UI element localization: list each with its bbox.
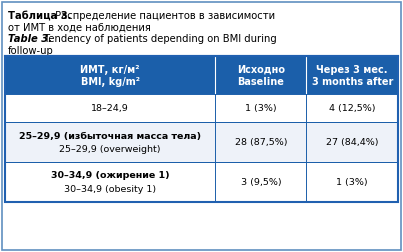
Text: Через 3 мес.: Через 3 мес. [316, 65, 388, 75]
Bar [5, 162, 398, 202]
Text: 25–29,9 (overweight): 25–29,9 (overweight) [59, 144, 161, 153]
Text: 18–24,9: 18–24,9 [91, 104, 129, 112]
Bar [5, 56, 398, 202]
Text: 3 months after: 3 months after [312, 77, 393, 87]
Text: follow-up: follow-up [8, 46, 54, 56]
Text: Tendency of patients depending on BMI during: Tendency of patients depending on BMI du… [41, 34, 277, 44]
Text: Baseline: Baseline [237, 77, 284, 87]
Text: 27 (84,4%): 27 (84,4%) [326, 138, 378, 146]
Text: Распределение пациентов в зависимости: Распределение пациентов в зависимости [52, 11, 275, 21]
Text: 25–29,9 (избыточная масса тела): 25–29,9 (избыточная масса тела) [19, 132, 201, 141]
Text: 28 (87,5%): 28 (87,5%) [235, 138, 287, 146]
Text: ИМТ, кг/м²: ИМТ, кг/м² [80, 65, 140, 75]
Text: 30–34,9 (obesity 1): 30–34,9 (obesity 1) [64, 184, 156, 194]
Text: 4 (12,5%): 4 (12,5%) [329, 104, 376, 112]
Bar [5, 56, 398, 94]
Text: от ИМТ в ходе наблюдения: от ИМТ в ходе наблюдения [8, 23, 151, 33]
Bar [5, 122, 398, 162]
Bar [5, 94, 398, 122]
Text: Таблица 3.: Таблица 3. [8, 11, 71, 21]
Text: 1 (3%): 1 (3%) [245, 104, 276, 112]
Text: BMI, kg/m²: BMI, kg/m² [81, 77, 139, 87]
Text: Table 3.: Table 3. [8, 34, 52, 44]
Text: 3 (9,5%): 3 (9,5%) [241, 177, 281, 186]
Text: 1 (3%): 1 (3%) [337, 177, 368, 186]
Text: 30–34,9 (ожирение 1): 30–34,9 (ожирение 1) [51, 172, 169, 180]
Text: Исходно: Исходно [237, 65, 285, 75]
